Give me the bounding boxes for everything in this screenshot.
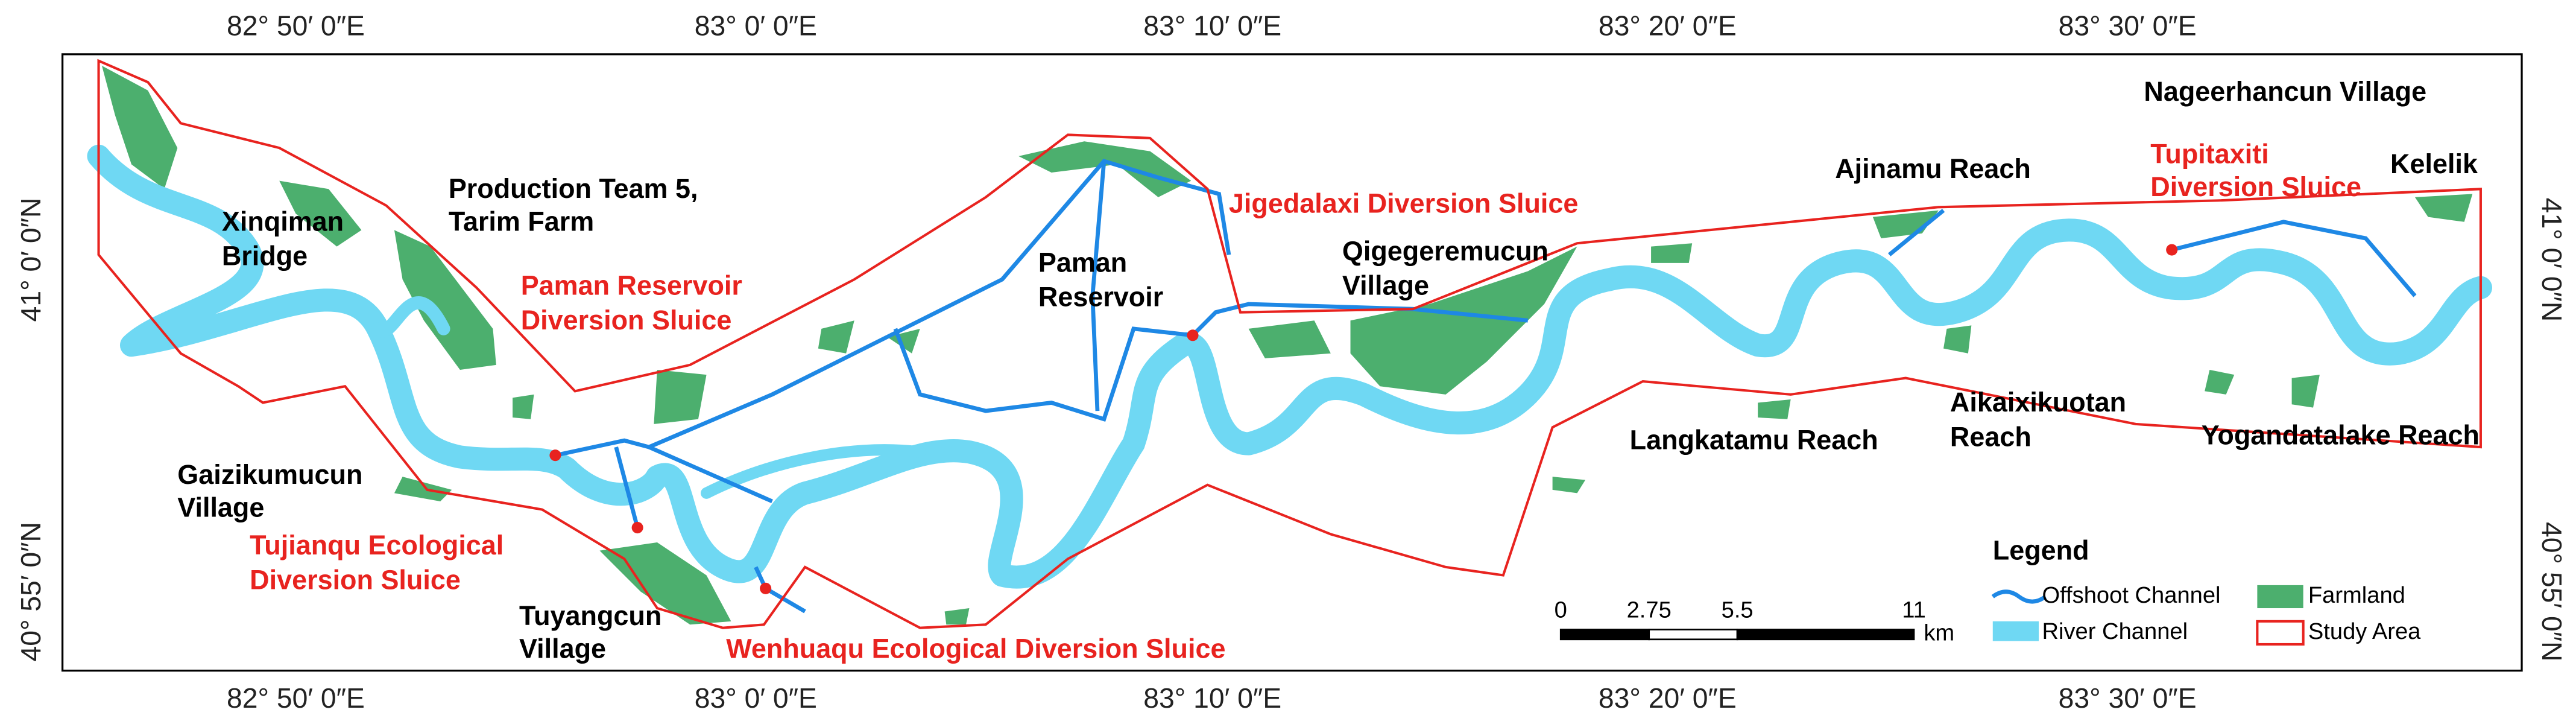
place-label: Village [177, 492, 264, 522]
place-label: Ajinamu Reach [1835, 153, 2031, 184]
sluice-label: Tujianqu Ecological [250, 530, 504, 560]
sluice-label: Wenhuaqu Ecological Diversion Sluice [726, 633, 1225, 664]
lat-label: 40° 55′ 0″N [15, 522, 46, 661]
scale-label: 11 [1902, 597, 1926, 623]
place-label: Qigegeremucun [1342, 235, 1548, 266]
lon-label: 83° 10′ 0″E [1143, 682, 1281, 714]
place-label: Tuyangcun [519, 600, 661, 631]
sluice-point [549, 244, 2178, 594]
lat-label: 41° 0′ 0″N [2536, 198, 2568, 322]
place-label: Reservoir [1038, 282, 1163, 313]
study-area [97, 59, 2482, 629]
lat-label: 41° 0′ 0″N [15, 198, 46, 322]
lon-label: 83° 30′ 0″E [2059, 682, 2197, 714]
sluice-label: Paman Reservoir [521, 270, 742, 301]
lon-label: 83° 20′ 0″E [1599, 10, 1737, 42]
legend-label: Farmland [2308, 582, 2405, 608]
legend-swatch [1992, 621, 2039, 641]
sluice-label: Diversion Sluice [2150, 171, 2361, 202]
place-label: Kelelik [2390, 148, 2478, 179]
place-label: Village [519, 633, 606, 664]
place-label: Production Team 5, [449, 173, 698, 204]
lon-label: 83° 20′ 0″E [1599, 682, 1737, 714]
legend-label: Study Area [2308, 618, 2421, 644]
lon-label: 82° 50′ 0″E [227, 10, 365, 42]
place-label: Nageerhancun Village [2144, 76, 2426, 107]
lon-label: 83° 0′ 0″E [695, 10, 817, 42]
scale-label: 2.75 [1627, 597, 1672, 623]
place-label: Reach [1950, 421, 2031, 452]
place-label: Yogandatalake Reach [2202, 420, 2480, 451]
legend-label: Offshoot Channel [2042, 582, 2220, 608]
offshoot-channel [555, 159, 2417, 614]
scale-label: 5.5 [1722, 597, 1754, 623]
lon-label: 83° 10′ 0″E [1143, 10, 1281, 42]
legend-swatch [2257, 585, 2303, 609]
place-label: Aikaixikuotan [1950, 387, 2126, 417]
sluice-label: Diversion Sluice [250, 564, 461, 595]
place-label: Paman [1038, 247, 1127, 278]
sluice-label: Tupitaxiti [2150, 139, 2268, 170]
legend-title: Legend [1993, 535, 2089, 565]
lon-label: 83° 0′ 0″E [695, 682, 817, 714]
river-channel [87, 144, 2492, 589]
sluice-label: Diversion Sluice [521, 305, 732, 335]
lon-label: 83° 30′ 0″E [2059, 10, 2197, 42]
legend-swatch [1991, 589, 2047, 604]
place-label: Tarim Farm [449, 206, 594, 237]
scale-unit: km [1924, 620, 1954, 646]
place-label: Langkatamu Reach [1630, 425, 1878, 456]
scale-label: 0 [1555, 597, 1567, 623]
legend-label: River Channel [2042, 618, 2188, 644]
legend-swatch [2256, 620, 2305, 646]
lon-label: 82° 50′ 0″E [227, 682, 365, 714]
sluice-label: Jigedalaxi Diversion Sluice [1229, 188, 1578, 218]
farmland [101, 65, 2473, 625]
scale-segment [1736, 629, 1915, 641]
place-label: Xinqiman [222, 206, 344, 237]
scale-segment [1648, 629, 1738, 641]
lat-label: 40° 55′ 0″N [2536, 522, 2568, 661]
place-label: Gaizikumucun [177, 459, 362, 490]
place-label: Bridge [222, 241, 308, 271]
place-label: Village [1342, 270, 1429, 301]
scale-segment [1559, 629, 1650, 641]
